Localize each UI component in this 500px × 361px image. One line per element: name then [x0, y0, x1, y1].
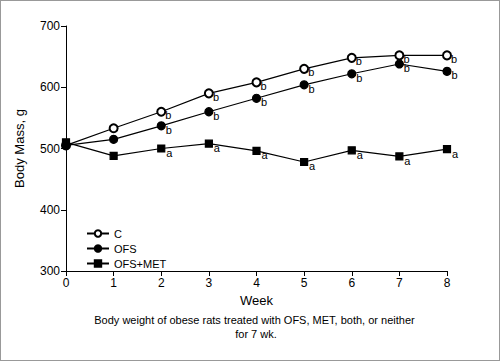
svg-text:8: 8: [444, 276, 451, 290]
svg-text:b: b: [213, 91, 219, 103]
svg-text:b: b: [356, 55, 362, 67]
svg-text:2: 2: [158, 276, 165, 290]
svg-text:400: 400: [40, 203, 60, 217]
svg-text:Body Mass, g: Body Mass, g: [12, 109, 27, 188]
svg-text:b: b: [308, 66, 314, 78]
svg-text:b: b: [261, 80, 267, 92]
svg-text:C: C: [114, 228, 122, 240]
svg-text:b: b: [165, 109, 171, 121]
svg-text:b: b: [451, 53, 457, 65]
svg-text:for 7 wk.: for 7 wk.: [235, 328, 277, 340]
svg-text:a: a: [452, 148, 459, 160]
svg-text:5: 5: [301, 276, 308, 290]
svg-text:a: a: [309, 160, 316, 172]
svg-text:a: a: [404, 155, 411, 167]
svg-text:7: 7: [396, 276, 403, 290]
svg-text:0: 0: [63, 276, 70, 290]
svg-text:b: b: [404, 62, 410, 74]
svg-text:Week: Week: [240, 293, 273, 308]
svg-text:a: a: [166, 147, 173, 159]
svg-text:a: a: [261, 149, 268, 161]
svg-text:b: b: [356, 72, 362, 84]
svg-text:500: 500: [40, 142, 60, 156]
svg-text:a: a: [357, 149, 364, 161]
svg-text:b: b: [403, 52, 410, 65]
svg-text:b: b: [213, 110, 219, 122]
svg-text:1: 1: [110, 276, 117, 290]
svg-text:a: a: [214, 142, 221, 154]
svg-text:b: b: [309, 83, 315, 95]
svg-text:b: b: [261, 96, 267, 108]
svg-text:4: 4: [253, 276, 260, 290]
svg-text:b: b: [166, 124, 172, 136]
svg-text:3: 3: [206, 276, 213, 290]
svg-text:Body weight of obese rats trea: Body weight of obese rats treated with O…: [94, 314, 417, 326]
svg-text:700: 700: [40, 19, 60, 33]
svg-text:300: 300: [40, 264, 60, 278]
svg-text:6: 6: [348, 276, 355, 290]
svg-text:b: b: [451, 69, 457, 81]
svg-text:600: 600: [40, 80, 60, 94]
svg-text:OFS+MET: OFS+MET: [114, 258, 167, 270]
svg-text:OFS: OFS: [114, 243, 137, 255]
